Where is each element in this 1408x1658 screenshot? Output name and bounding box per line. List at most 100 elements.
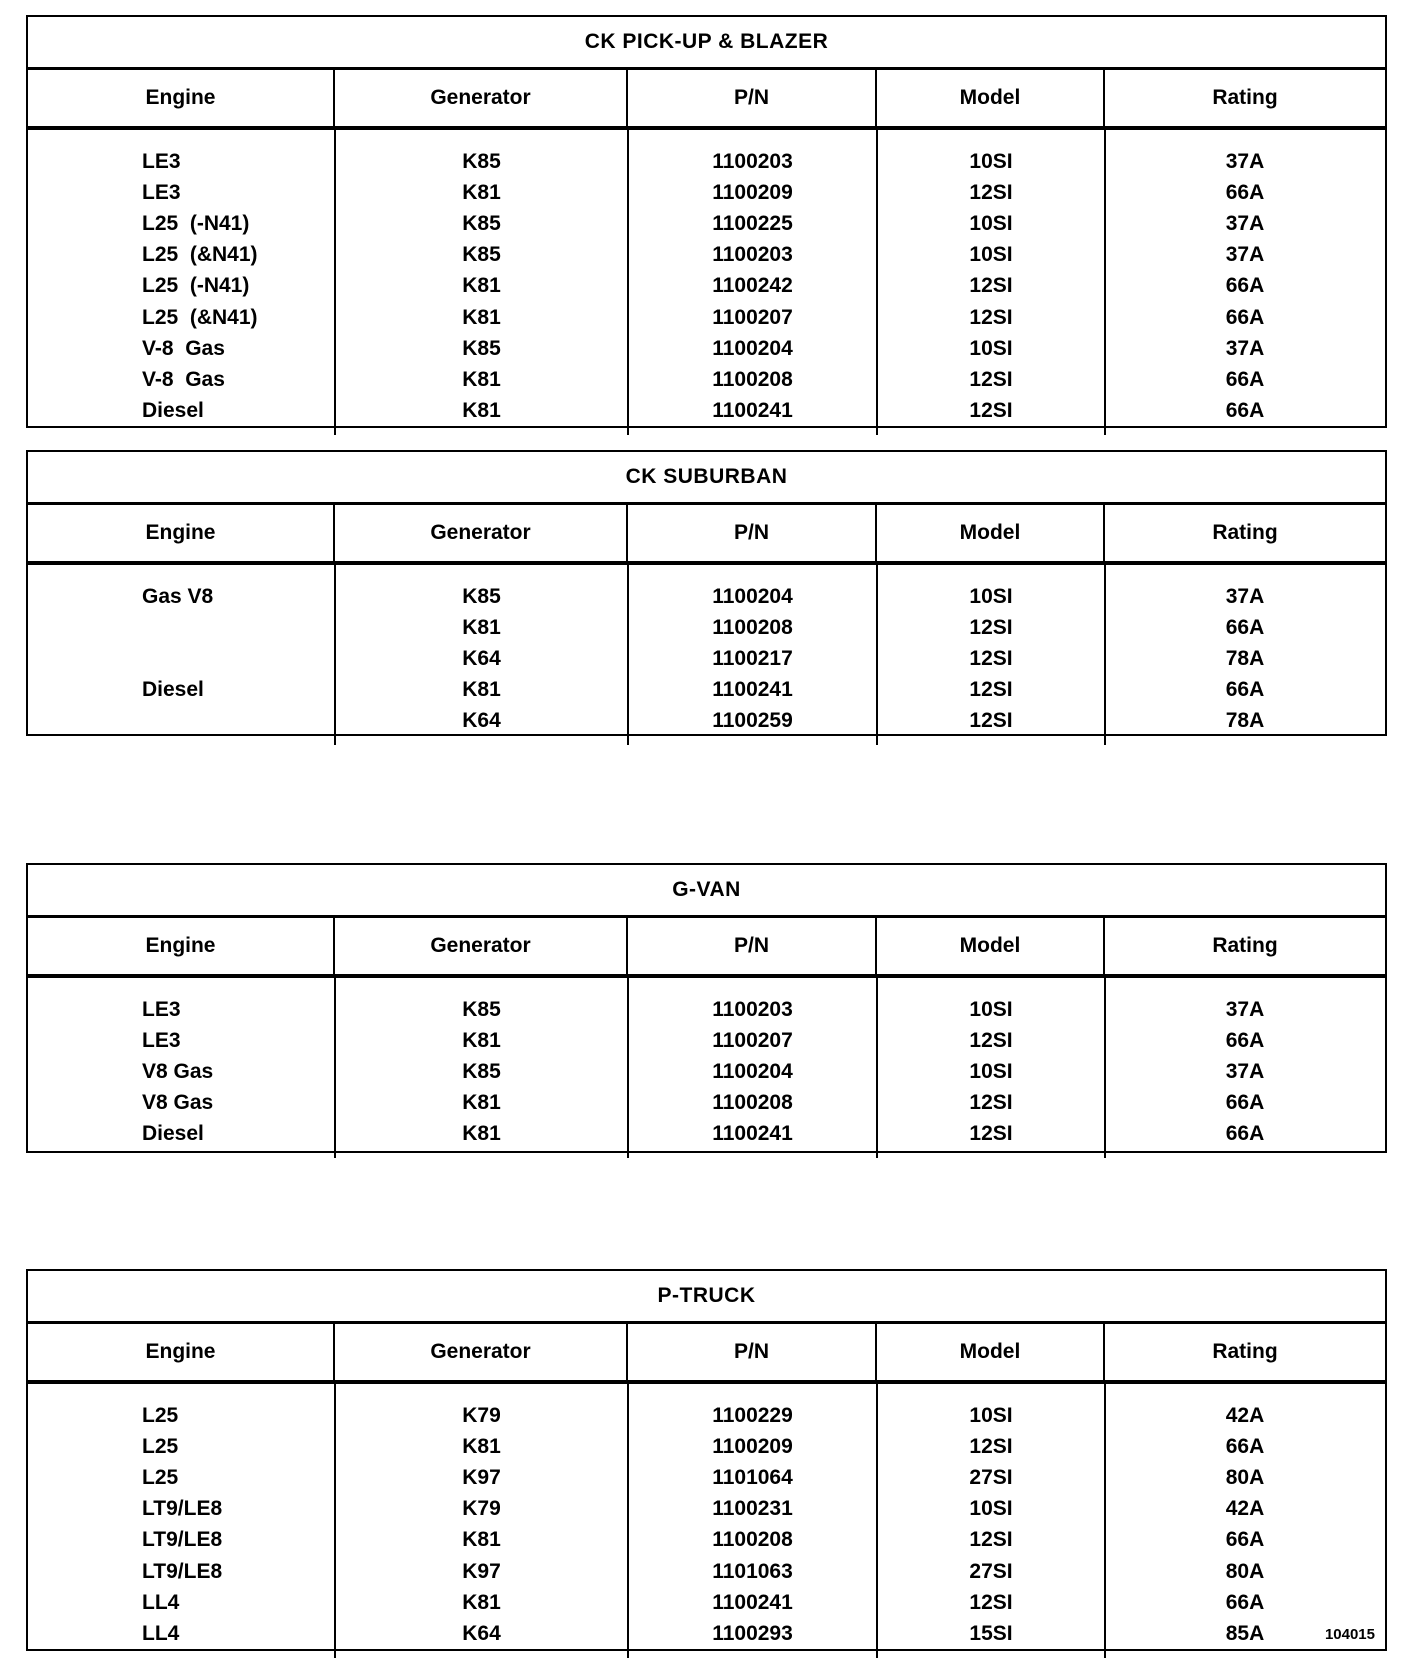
cell-part-number: 1100208 — [712, 615, 793, 639]
column-header-part-number: P/N — [628, 1324, 877, 1380]
table-row: LT9/LE8 K97 1101063 27SI 80A — [28, 1556, 1385, 1587]
cell-part-number: 1100209 — [712, 1434, 793, 1458]
column-header-generator: Generator — [335, 70, 628, 126]
cell-generator: K64 — [462, 1621, 501, 1645]
cell-engine: L25 (&N41) — [142, 243, 258, 267]
column-divider — [876, 565, 878, 745]
cell-rating: 80A — [1225, 1465, 1265, 1489]
column-divider — [334, 130, 336, 435]
cell-rating: 80A — [1225, 1559, 1265, 1583]
cell-part-number: 1100204 — [712, 1059, 793, 1083]
cell-rating: 66A — [1225, 1528, 1265, 1552]
table-row: V-8 Gas K85 1100204 10SI 37A — [28, 333, 1385, 364]
table-row: LT9/LE8 K79 1100231 10SI 42A — [28, 1494, 1385, 1525]
column-divider — [1104, 565, 1106, 745]
cell-part-number: 1100209 — [712, 180, 793, 204]
table-row: LL4 K81 1100241 12SI 66A — [28, 1587, 1385, 1618]
cell-generator: K85 — [462, 243, 501, 267]
table-row: LE3 K81 1100209 12SI 66A — [28, 177, 1385, 208]
cell-generator: K64 — [462, 709, 501, 733]
cell-part-number: 1100293 — [712, 1621, 793, 1645]
cell-part-number: 1100217 — [712, 646, 793, 670]
cell-engine: Diesel — [142, 1122, 204, 1146]
cell-rating: 42A — [1225, 1497, 1265, 1521]
cell-rating: 66A — [1225, 274, 1265, 298]
cell-model: 10SI — [969, 149, 1013, 173]
cell-model: 12SI — [969, 1590, 1013, 1614]
table-title: CK PICK-UP & BLAZER — [28, 17, 1385, 70]
column-header-model: Model — [877, 70, 1105, 126]
cell-part-number: 1100241 — [712, 399, 793, 423]
cell-part-number: 1100204 — [712, 336, 793, 360]
cell-part-number: 1100225 — [712, 211, 793, 235]
cell-engine: L25 — [142, 1434, 179, 1458]
table-title: P-TRUCK — [28, 1271, 1385, 1324]
cell-part-number: 1101064 — [712, 1465, 793, 1489]
cell-rating: 66A — [1225, 1434, 1265, 1458]
header-row: Engine Generator P/N Model Rating — [28, 1324, 1385, 1384]
cell-model: 12SI — [969, 305, 1013, 329]
cell-model: 12SI — [969, 678, 1013, 702]
table-row: Diesel K81 1100241 12SI 66A — [28, 396, 1385, 427]
table-g-van: G-VAN Engine Generator P/N Model Rating LE3 K85… — [26, 863, 1387, 1158]
cell-generator: K79 — [462, 1403, 501, 1427]
column-divider — [876, 1384, 878, 1658]
cell-rating: 66A — [1225, 1091, 1265, 1115]
column-header-generator: Generator — [335, 1324, 628, 1380]
table-row: K64 1100259 12SI 78A — [28, 706, 1385, 737]
cell-generator: K81 — [462, 399, 501, 423]
table-p-truck: P-TRUCK Engine Generator P/N Model Rating L25 K… — [26, 1269, 1387, 1658]
cell-part-number: 1100259 — [712, 709, 793, 733]
cell-engine: L25 (&N41) — [142, 305, 258, 329]
cell-model: 12SI — [969, 1091, 1013, 1115]
cell-engine: LE3 — [142, 1028, 181, 1052]
cell-generator: K81 — [462, 615, 501, 639]
cell-generator: K85 — [462, 584, 501, 608]
cell-part-number: 1100204 — [712, 584, 793, 608]
cell-generator: K81 — [462, 305, 501, 329]
cell-part-number: 1100229 — [712, 1403, 793, 1427]
cell-engine: L25 (-N41) — [142, 211, 250, 235]
table-row: L25 (-N41) K85 1100225 10SI 37A — [28, 208, 1385, 239]
cell-generator: K79 — [462, 1497, 501, 1521]
table-row: LE3 K85 1100203 10SI 37A — [28, 994, 1385, 1025]
cell-engine: LL4 — [142, 1621, 180, 1645]
cell-model: 10SI — [969, 243, 1013, 267]
column-header-rating: Rating — [1212, 934, 1278, 957]
header-row: Engine Generator P/N Model Rating — [28, 505, 1385, 565]
cell-rating: 66A — [1225, 615, 1265, 639]
column-header-part-number: P/N — [628, 505, 877, 561]
cell-generator: K81 — [462, 1528, 501, 1552]
cell-model: 15SI — [969, 1621, 1013, 1645]
column-header-rating: Rating — [1212, 521, 1278, 544]
table-ck-pick-up-blazer: CK PICK-UP & BLAZER Engine Generator P/N Mod… — [26, 15, 1387, 435]
table-row: K64 1100217 12SI 78A — [28, 643, 1385, 674]
cell-generator: K81 — [462, 1028, 501, 1052]
cell-generator: K81 — [462, 1091, 501, 1115]
column-divider — [627, 978, 629, 1158]
table-row: LE3 K81 1100207 12SI 66A — [28, 1025, 1385, 1056]
table-row: L25 K79 1100229 10SI 42A — [28, 1400, 1385, 1431]
cell-part-number: 1101063 — [712, 1559, 793, 1583]
cell-generator: K97 — [462, 1465, 501, 1489]
cell-engine: LT9/LE8 — [142, 1528, 223, 1552]
table-row: LT9/LE8 K81 1100208 12SI 66A — [28, 1525, 1385, 1556]
cell-engine: LT9/LE8 — [142, 1559, 223, 1583]
column-header-generator: Generator — [335, 505, 628, 561]
cell-rating: 66A — [1225, 399, 1265, 423]
cell-model: 10SI — [969, 997, 1013, 1021]
cell-generator: K85 — [462, 149, 501, 173]
cell-model: 27SI — [969, 1465, 1013, 1489]
cell-model: 10SI — [969, 1497, 1013, 1521]
column-divider — [1104, 978, 1106, 1158]
cell-engine: LT9/LE8 — [142, 1497, 223, 1521]
cell-part-number: 1100203 — [712, 149, 793, 173]
cell-rating: 66A — [1225, 305, 1265, 329]
cell-engine: V-8 Gas — [142, 336, 225, 360]
cell-engine — [28, 706, 335, 737]
cell-engine: L25 — [142, 1403, 179, 1427]
cell-generator: K81 — [462, 274, 501, 298]
column-header-rating: Rating — [1212, 86, 1278, 109]
table-row: K81 1100208 12SI 66A — [28, 612, 1385, 643]
column-header-engine: Engine — [28, 918, 335, 974]
